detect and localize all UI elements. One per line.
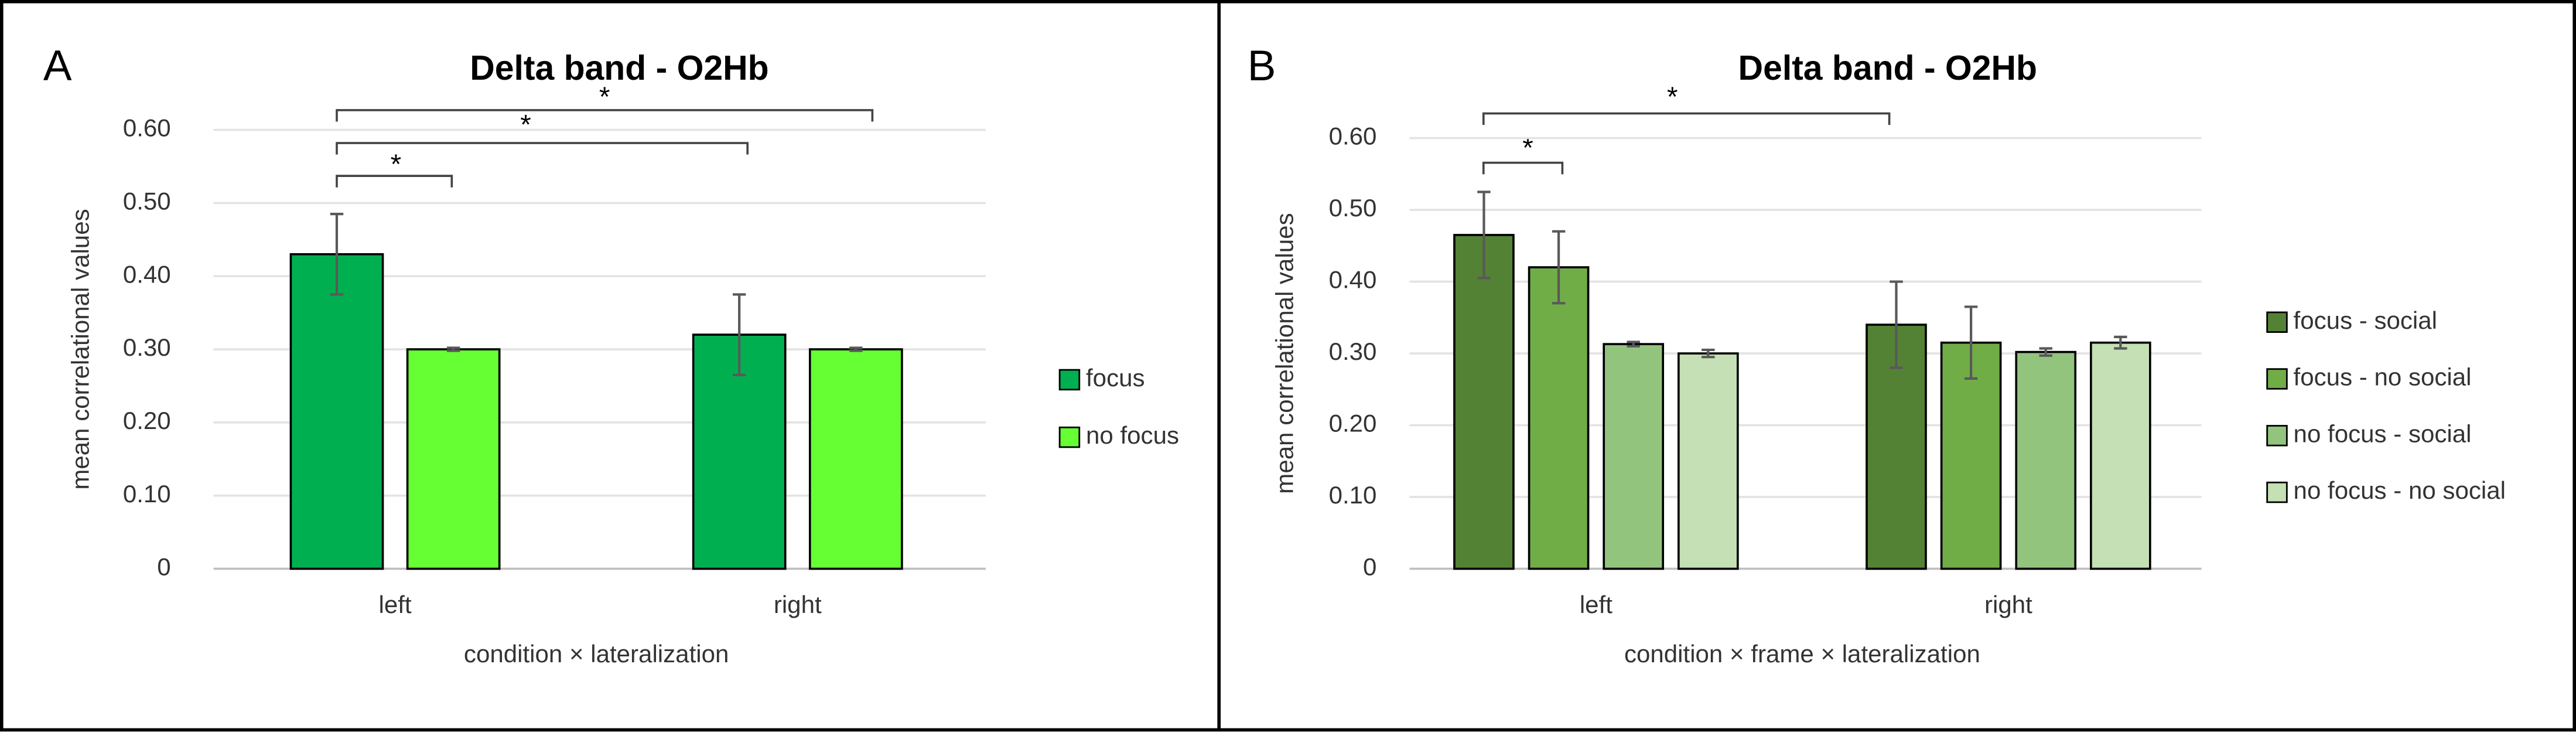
error-bar	[1552, 230, 1566, 305]
error-bar	[1627, 341, 1640, 348]
y-tick-label: 0.20	[1329, 410, 1377, 437]
y-axis-label: mean correlational values	[66, 209, 94, 489]
y-tick-label: 0	[157, 553, 170, 581]
significance-bracket	[336, 175, 453, 188]
error-bar	[446, 346, 460, 352]
legend-swatch	[2266, 425, 2288, 447]
bar	[406, 348, 501, 570]
y-tick-label: 0.40	[123, 260, 171, 288]
bar	[1453, 234, 1515, 570]
y-tick-label: 0.10	[1329, 481, 1377, 509]
y-tick-label: 0.20	[123, 407, 171, 434]
legend-label: no focus - social	[2294, 420, 2472, 447]
y-tick-label: 0.60	[1329, 122, 1377, 150]
error-bar	[849, 346, 863, 352]
legend-swatch	[1058, 369, 1081, 391]
y-tick-label: 0.50	[123, 188, 171, 215]
y-axis-label: mean correlational values	[1270, 213, 1298, 493]
bar	[1528, 266, 1590, 570]
bar	[2015, 350, 2077, 570]
x-tick-label: right	[1984, 591, 2032, 618]
legend-swatch	[2266, 481, 2288, 503]
error-bar	[2114, 335, 2127, 350]
legend-label: focus	[1086, 364, 1145, 391]
legend-swatch	[2266, 311, 2288, 333]
error-bar	[1477, 190, 1491, 280]
bar	[808, 348, 903, 570]
legend-label: no focus	[1086, 421, 1179, 449]
y-tick-label: 0.10	[123, 480, 171, 508]
significance-bracket	[1482, 161, 1564, 175]
significance-bracket	[336, 142, 749, 155]
bar	[2090, 341, 2151, 570]
error-bar	[1890, 280, 1903, 369]
significance-bracket	[1482, 112, 1891, 125]
bar	[289, 253, 384, 570]
error-bar	[1964, 305, 1978, 380]
significance-star: *	[599, 81, 610, 113]
legend-label: no focus - no social	[2294, 476, 2506, 504]
y-tick-label: 0.60	[123, 114, 171, 142]
y-tick-label: 0	[1363, 553, 1376, 581]
legend-swatch	[2266, 368, 2288, 390]
error-bar	[732, 293, 746, 376]
bar	[1678, 352, 1739, 570]
significance-star: *	[1667, 81, 1678, 113]
error-bar	[1702, 348, 1715, 359]
x-axis-label: condition × lateralization	[464, 640, 729, 668]
legend-label: focus - social	[2294, 307, 2437, 334]
y-tick-label: 0.30	[123, 333, 171, 361]
y-tick-label: 0.50	[1329, 194, 1377, 222]
significance-star: *	[1522, 132, 1533, 164]
x-tick-label: left	[379, 591, 412, 618]
error-bar	[2039, 347, 2052, 357]
x-tick-label: left	[1580, 591, 1612, 618]
panel-label: A	[43, 42, 72, 90]
x-axis-label: condition × frame × lateralization	[1624, 640, 1980, 668]
chart-title: Delta band - O2Hb	[470, 49, 768, 87]
chart-title: Delta band - O2Hb	[1738, 49, 2037, 87]
bar	[1940, 341, 2002, 570]
legend-label: focus - no social	[2294, 363, 2472, 391]
significance-star: *	[520, 110, 531, 141]
y-tick-label: 0.40	[1329, 266, 1377, 294]
significance-star: *	[391, 149, 402, 180]
legend-swatch	[1058, 426, 1081, 448]
panel-label: B	[1248, 42, 1276, 90]
bar	[1603, 343, 1665, 570]
error-bar	[330, 213, 344, 296]
x-tick-label: right	[774, 591, 822, 618]
y-tick-label: 0.30	[1329, 338, 1377, 365]
significance-bracket	[336, 109, 874, 122]
